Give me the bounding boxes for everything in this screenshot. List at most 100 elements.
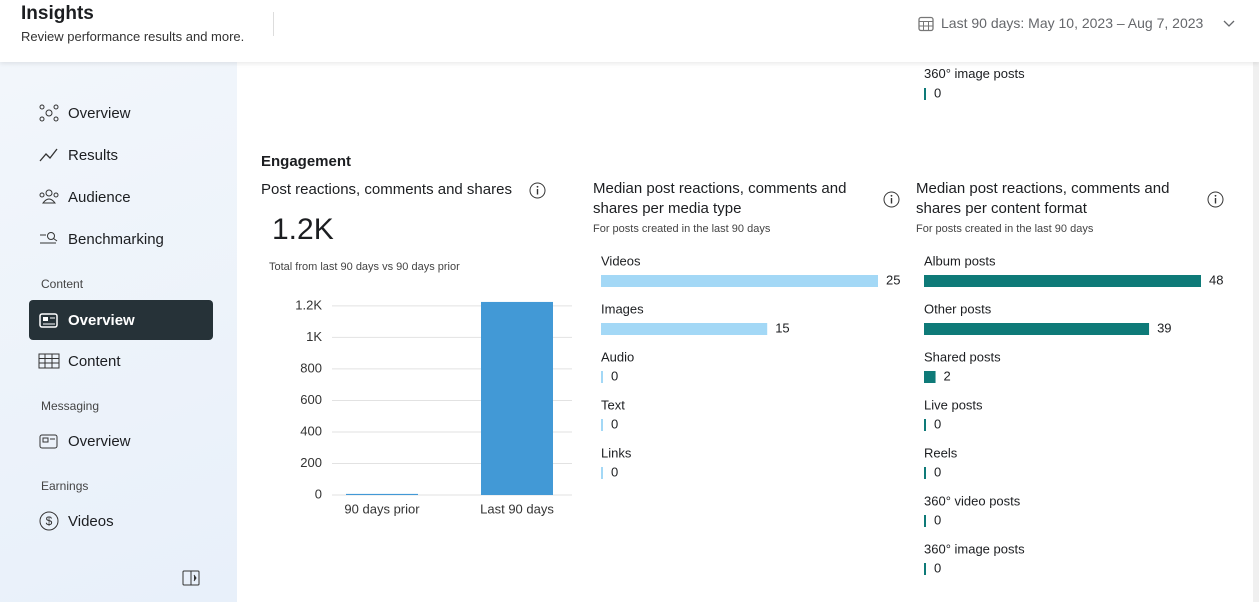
- nav-item[interactable]: Audience: [29, 177, 213, 217]
- bar: [346, 493, 418, 495]
- chart-subtitle: For posts created in the last 90 days: [916, 223, 1094, 235]
- nav-label: Overview: [68, 104, 131, 122]
- nav-item-active[interactable]: Overview: [29, 300, 213, 340]
- value-label: 48: [1209, 272, 1223, 287]
- x-tick-label: 90 days prior: [344, 501, 420, 516]
- page-subtitle: Review performance results and more.: [21, 29, 245, 44]
- bar: [924, 515, 926, 527]
- bar-label: 360° video posts: [924, 493, 1021, 508]
- nav-label: Content: [68, 352, 121, 370]
- bar: [601, 275, 878, 287]
- nav-item[interactable]: Results: [29, 135, 213, 175]
- svg-text:$: $: [46, 514, 53, 528]
- y-tick-label: 200: [300, 455, 322, 470]
- nav-label: Results: [68, 146, 119, 164]
- bar-label: Album posts: [924, 253, 996, 268]
- icon: [39, 189, 59, 204]
- bar-label: Other posts: [924, 301, 992, 316]
- bar: [924, 275, 1201, 287]
- nav-label: Overview: [68, 311, 135, 329]
- nav-item[interactable]: Benchmarking: [29, 219, 213, 259]
- nav-label: Benchmarking: [68, 230, 164, 248]
- info-icon[interactable]: [883, 191, 900, 208]
- nav-item[interactable]: Overview: [29, 93, 213, 133]
- y-tick-label: 0: [315, 486, 322, 501]
- bar-label: Shared posts: [924, 349, 1001, 364]
- nav-item[interactable]: Content: [29, 341, 213, 381]
- bar-label: Links: [601, 445, 632, 460]
- section-title: Engagement: [261, 153, 352, 170]
- nav-label: Audience: [68, 188, 131, 206]
- y-tick-label: 600: [300, 392, 322, 407]
- value-label: 39: [1157, 320, 1171, 335]
- nav-label: Overview: [68, 432, 131, 450]
- section-label: Messaging: [41, 399, 100, 413]
- value-label: 0: [934, 416, 941, 431]
- value-label: 0: [611, 368, 618, 383]
- bar: [924, 371, 936, 383]
- x-tick-label: Last 90 days: [480, 501, 554, 516]
- section-label: Content: [41, 277, 84, 291]
- chart-title: Median post reactions, comments and shar…: [916, 180, 1170, 217]
- bar: [601, 371, 603, 383]
- header: Insights Review performance results and …: [0, 0, 1259, 62]
- bar: [924, 467, 926, 479]
- date-range[interactable]: Last 90 days: May 10, 2023 – Aug 7, 2023: [941, 15, 1204, 31]
- value-label: 0: [934, 560, 941, 575]
- nav-item[interactable]: Overview: [29, 421, 213, 461]
- nav-label: Videos: [68, 512, 114, 530]
- info-icon[interactable]: [1207, 191, 1224, 208]
- bar: [601, 323, 768, 335]
- bar: [481, 301, 553, 495]
- y-tick-label: 1.2K: [295, 297, 322, 312]
- value-label: 0: [611, 416, 618, 431]
- y-tick-label: 400: [300, 423, 322, 438]
- scrollbar: [1253, 62, 1259, 602]
- bar-label: Audio: [601, 349, 634, 364]
- chart-title: Post reactions, comments and shares: [261, 181, 512, 198]
- icon: $: [39, 511, 59, 531]
- value-label: 0: [934, 464, 941, 479]
- calendar-icon: [918, 16, 934, 32]
- divider: [273, 12, 274, 36]
- value-label: 2: [944, 368, 951, 383]
- value-label: 0: [934, 512, 941, 527]
- y-tick-label: 1K: [306, 329, 322, 344]
- collapse-button[interactable]: [182, 570, 200, 586]
- y-tick-label: 800: [300, 360, 322, 375]
- bar-label: Videos: [601, 253, 641, 268]
- dropdown-caret[interactable]: [1223, 19, 1235, 29]
- icon: [39, 313, 58, 328]
- bar-label: Text: [601, 397, 625, 412]
- bar-label: 360° image posts: [924, 541, 1025, 556]
- chart-title: Median post reactions, comments and shar…: [593, 180, 847, 217]
- chart-subtitle: Total from last 90 days vs 90 days prior: [269, 261, 460, 273]
- icon: [39, 434, 58, 449]
- page-title: Insights: [21, 3, 94, 24]
- value-label: 0: [934, 85, 941, 100]
- icon: [39, 104, 59, 122]
- bar: [924, 563, 926, 575]
- bar: [924, 88, 926, 100]
- value-label: 25: [886, 272, 900, 287]
- bar-label: Live posts: [924, 397, 983, 412]
- bar: [601, 467, 603, 479]
- bar: [924, 323, 1150, 335]
- icon: [38, 353, 60, 369]
- section-label: Earnings: [41, 479, 89, 493]
- bar-label: Images: [601, 301, 644, 316]
- row-label: 360° image posts: [924, 66, 1025, 81]
- value-label: 15: [775, 320, 789, 335]
- value-label: 0: [611, 464, 618, 479]
- icon: [40, 232, 58, 244]
- bar-label: Reels: [924, 445, 958, 460]
- bar: [601, 419, 603, 431]
- chart-subtitle: For posts created in the last 90 days: [593, 223, 771, 235]
- bar: [924, 419, 926, 431]
- nav-item[interactable]: $ Videos: [29, 501, 213, 541]
- info-icon[interactable]: [529, 182, 546, 199]
- sidebar: Overview Results Audience Benchmarking C…: [0, 62, 237, 602]
- total-value: 1.2K: [272, 213, 334, 246]
